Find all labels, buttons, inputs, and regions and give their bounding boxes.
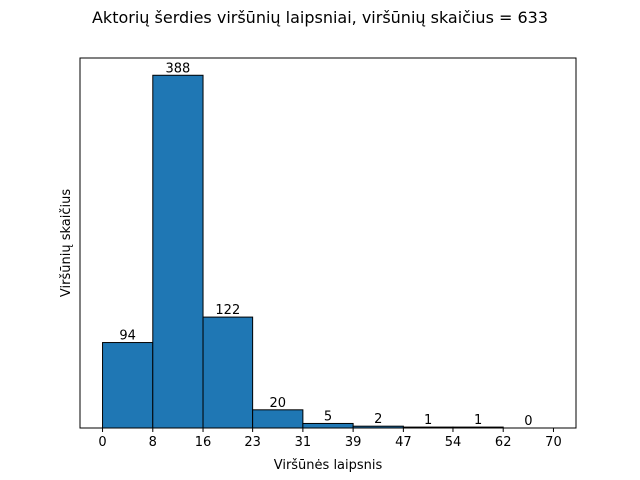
bar-value-label: 388 xyxy=(165,61,190,76)
chart-title: Aktorių šerdies viršūnių laipsniai, virš… xyxy=(92,8,548,27)
data-labels-group: 94 388 122 20 5 2 1 1 0 xyxy=(119,61,532,429)
x-tick-label: 8 xyxy=(149,435,157,450)
bar-value-label: 1 xyxy=(474,413,482,428)
x-axis-label: Viršūnės laipsnis xyxy=(274,458,383,473)
histogram-bar xyxy=(102,342,154,429)
bar-value-label: 94 xyxy=(119,329,136,344)
x-tick-label: 0 xyxy=(98,435,106,450)
bar-value-label: 0 xyxy=(524,414,532,429)
x-tick-label: 39 xyxy=(345,435,362,450)
x-tick-label: 23 xyxy=(244,435,261,450)
x-tick-label: 54 xyxy=(445,435,462,450)
x-tick-label: 47 xyxy=(395,435,412,450)
x-tick-label: 70 xyxy=(545,435,562,450)
x-tick-label: 16 xyxy=(195,435,212,450)
bar-value-label: 122 xyxy=(215,303,240,318)
x-tick-label: 62 xyxy=(495,435,512,450)
bar-value-label: 1 xyxy=(424,413,432,428)
histogram-bar xyxy=(152,74,204,429)
bar-value-label: 20 xyxy=(269,396,286,411)
plot-frame xyxy=(79,57,577,429)
bar-value-label: 5 xyxy=(324,409,332,424)
x-axis-ticks: 0 8 16 23 31 39 47 54 62 70 xyxy=(98,428,562,450)
histogram-bar xyxy=(252,409,304,429)
bars-group xyxy=(102,74,504,429)
x-tick-label: 31 xyxy=(295,435,312,450)
y-axis-label: Viršūnių skaičius xyxy=(59,189,74,297)
bar-value-label: 2 xyxy=(374,412,382,427)
histogram-bar xyxy=(202,316,254,429)
